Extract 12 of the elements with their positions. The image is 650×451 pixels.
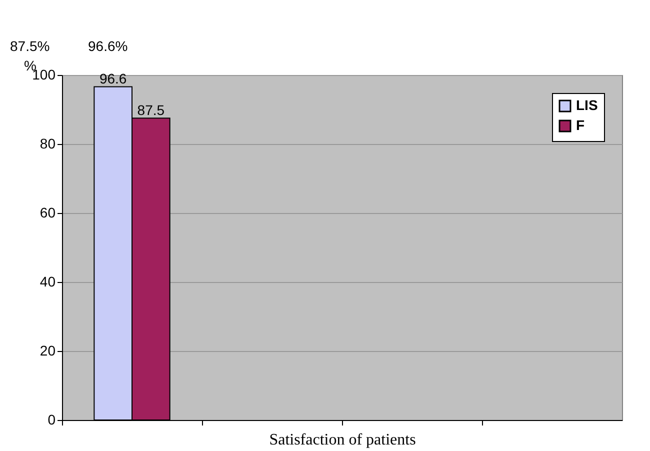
- data-label: 87.5: [137, 102, 165, 118]
- text: 87.5%: [10, 38, 50, 54]
- y-tick-label: 40: [40, 274, 56, 290]
- x-axis-title: Satisfaction of patients: [269, 432, 416, 448]
- y-tick-label: 60: [40, 204, 56, 220]
- data-label: 96.6: [99, 70, 127, 87]
- y-tick-label: 80: [40, 136, 56, 152]
- y-tick-label: 0: [48, 412, 56, 428]
- y-tick-label: 20: [40, 342, 56, 358]
- legend-label: LIS: [576, 97, 598, 113]
- legend-label: F: [576, 117, 585, 133]
- text: 96.6%: [88, 38, 128, 54]
